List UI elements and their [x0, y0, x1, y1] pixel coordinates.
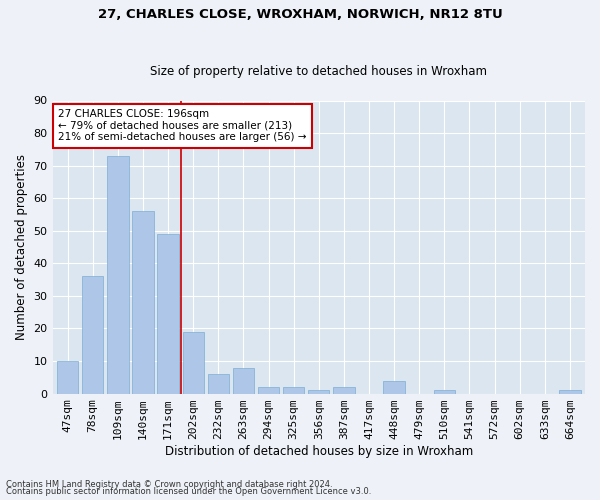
Bar [383, 380, 405, 394]
Bar [57, 361, 78, 394]
X-axis label: Distribution of detached houses by size in Wroxham: Distribution of detached houses by size … [164, 444, 473, 458]
Bar [333, 387, 355, 394]
Text: 27 CHARLES CLOSE: 196sqm
← 79% of detached houses are smaller (213)
21% of semi-: 27 CHARLES CLOSE: 196sqm ← 79% of detach… [58, 110, 307, 142]
Bar [434, 390, 455, 394]
Bar [258, 387, 279, 394]
Bar [283, 387, 304, 394]
Bar [157, 234, 179, 394]
Y-axis label: Number of detached properties: Number of detached properties [15, 154, 28, 340]
Text: Contains HM Land Registry data © Crown copyright and database right 2024.: Contains HM Land Registry data © Crown c… [6, 480, 332, 489]
Text: Contains public sector information licensed under the Open Government Licence v3: Contains public sector information licen… [6, 487, 371, 496]
Bar [559, 390, 581, 394]
Bar [308, 390, 329, 394]
Bar [182, 332, 204, 394]
Title: Size of property relative to detached houses in Wroxham: Size of property relative to detached ho… [150, 66, 487, 78]
Bar [208, 374, 229, 394]
Bar [132, 211, 154, 394]
Bar [82, 276, 103, 394]
Text: 27, CHARLES CLOSE, WROXHAM, NORWICH, NR12 8TU: 27, CHARLES CLOSE, WROXHAM, NORWICH, NR1… [98, 8, 502, 20]
Bar [107, 156, 128, 394]
Bar [233, 368, 254, 394]
